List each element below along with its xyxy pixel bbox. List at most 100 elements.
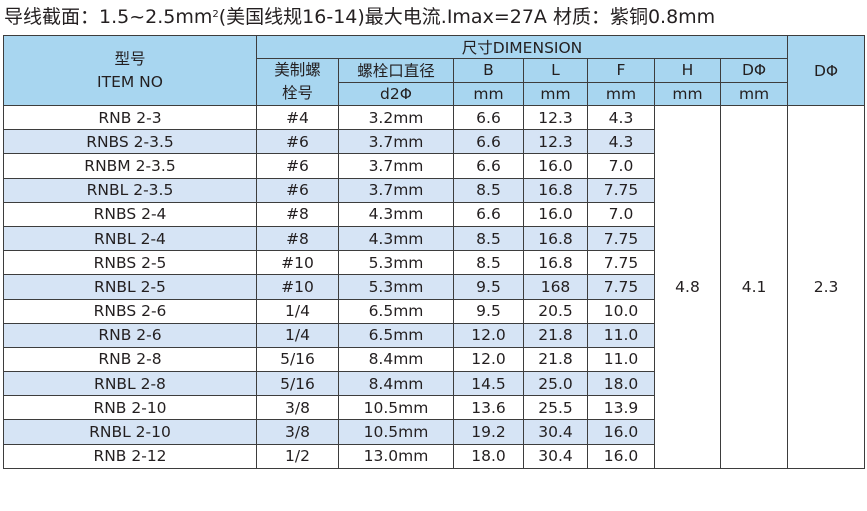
l-cell: 25.5: [523, 395, 588, 421]
b-cell: 6.6: [453, 153, 524, 179]
l-cell: 16.0: [523, 201, 588, 227]
header-l: L: [523, 58, 588, 83]
header-stud-line1: 美制螺: [274, 61, 321, 79]
hole-diameter-cell: 10.5mm: [338, 419, 454, 445]
table-body: RNB 2-3 #4 3.2mm 6.6 12.3 4.3 4.8 4.1 2.3 RNBS 2-…: [3, 104, 866, 469]
hole-diameter-cell: 3.2mm: [338, 104, 454, 131]
header-dimension: 尺寸DIMENSION: [255, 35, 789, 59]
b-cell: 8.5: [453, 250, 524, 276]
l-cell: 12.3: [523, 129, 588, 155]
l-cell: 16.8: [523, 177, 588, 203]
header-h: H: [654, 58, 721, 83]
l-cell: 21.8: [523, 346, 588, 373]
table-row: RNBS 2-6 1/4 6.5mm 9.5 20.5 10.0: [3, 298, 865, 324]
l-cell: 168: [523, 274, 588, 300]
table-row: RNBS 2-5 #10 5.3mm 8.5 16.8 7.75: [3, 250, 865, 276]
l-cell: 16.0: [523, 153, 588, 179]
hole-diameter-cell: 10.5mm: [338, 395, 454, 421]
b-cell: 6.6: [453, 129, 524, 155]
stud-cell: #10: [256, 274, 339, 300]
shared-d-outer-cell: 2.3: [787, 105, 866, 469]
stud-cell: #8: [256, 225, 339, 252]
f-cell: 4.3: [587, 104, 655, 131]
b-cell: 6.6: [453, 104, 524, 131]
table-row: RNBL 2-4 #8 4.3mm 8.5 16.8 7.75: [3, 225, 865, 252]
f-cell: 7.75: [587, 177, 655, 203]
stud-cell: #6: [256, 129, 339, 155]
table-row: RNBL 2-10 3/8 10.5mm 19.2 30.4 16.0: [3, 419, 865, 445]
table-row: RNBL 2-5 #10 5.3mm 9.5 168 7.75: [3, 274, 865, 300]
shared-h-cell: 4.8: [654, 105, 721, 469]
stud-cell: #6: [256, 177, 339, 203]
b-cell: 6.6: [453, 201, 524, 227]
l-cell: 30.4: [523, 443, 588, 469]
table-row: RNBL 2-8 5/16 8.4mm 14.5 25.0 18.0: [3, 371, 865, 397]
header-d: DΦ: [719, 58, 789, 83]
item-cell: RNBL 2-4: [3, 225, 257, 252]
stud-cell: 5/16: [256, 346, 339, 373]
header-l-unit: mm: [523, 81, 588, 106]
f-cell: 10.0: [587, 298, 655, 324]
hole-diameter-cell: 3.7mm: [338, 129, 454, 155]
f-cell: 4.3: [587, 129, 655, 155]
f-cell: 7.0: [587, 153, 655, 179]
table-row: RNBS 2-4 #8 4.3mm 6.6 16.0 7.0: [3, 201, 865, 227]
b-cell: 9.5: [453, 298, 524, 324]
header-h-unit: mm: [654, 81, 721, 106]
header-hole: 螺栓口直径: [338, 58, 454, 83]
header-item-cn: 型号: [114, 49, 146, 68]
l-cell: 30.4: [523, 419, 588, 445]
table-row: RNB 2-8 5/16 8.4mm 12.0 21.8 11.0: [3, 346, 865, 373]
b-cell: 13.6: [453, 395, 524, 421]
header-item-no: 型号 ITEM NO: [3, 35, 257, 106]
hole-diameter-cell: 6.5mm: [338, 322, 454, 348]
f-cell: 13.9: [587, 395, 655, 421]
header-f-unit: mm: [587, 81, 655, 106]
header-f: F: [587, 58, 655, 83]
table-header: 型号 ITEM NO 尺寸DIMENSION DΦ 美制螺 栓号 螺栓口直径 B…: [3, 35, 866, 106]
hole-diameter-cell: 6.5mm: [338, 298, 454, 324]
l-cell: 16.8: [523, 250, 588, 276]
f-cell: 7.75: [587, 225, 655, 252]
f-cell: 16.0: [587, 419, 655, 445]
b-cell: 14.5: [453, 371, 524, 397]
f-cell: 7.75: [587, 250, 655, 276]
l-cell: 21.8: [523, 322, 588, 348]
header-item-en: ITEM NO: [97, 72, 163, 91]
table-row: RNBL 2-3.5 #6 3.7mm 8.5 16.8 7.75: [3, 177, 865, 203]
stud-cell: 1/4: [256, 322, 339, 348]
stud-cell: 1/2: [256, 443, 339, 469]
item-cell: RNBL 2-10: [3, 419, 257, 445]
stud-cell: #6: [256, 153, 339, 179]
stud-cell: #10: [256, 250, 339, 276]
f-cell: 11.0: [587, 346, 655, 373]
table-row: RNBM 2-3.5 #6 3.7mm 6.6 16.0 7.0: [3, 153, 865, 179]
item-cell: RNBS 2-6: [3, 298, 257, 324]
f-cell: 7.75: [587, 274, 655, 300]
f-cell: 18.0: [587, 371, 655, 397]
hole-diameter-cell: 4.3mm: [338, 201, 454, 227]
item-cell: RNB 2-12: [3, 443, 257, 469]
item-cell: RNBM 2-3.5: [3, 153, 257, 179]
item-cell: RNBL 2-8: [3, 371, 257, 397]
table-row: RNB 2-12 1/2 13.0mm 18.0 30.4 16.0: [3, 443, 865, 469]
hole-diameter-cell: 5.3mm: [338, 250, 454, 276]
table-row: RNBS 2-3.5 #6 3.7mm 6.6 12.3 4.3: [3, 129, 865, 155]
header-d-outer: DΦ: [787, 35, 866, 106]
header-hole-unit: d2Φ: [338, 81, 454, 106]
b-cell: 12.0: [453, 322, 524, 348]
stud-cell: #8: [256, 201, 339, 227]
b-cell: 8.5: [453, 225, 524, 252]
stud-cell: #4: [256, 104, 339, 131]
caption-text-part1: 导线截面：1.5~2.5mm: [4, 6, 213, 28]
header-stud: 美制螺 栓号: [256, 58, 339, 106]
f-cell: 7.0: [587, 201, 655, 227]
stud-cell: 1/4: [256, 298, 339, 324]
header-d-unit: mm: [719, 81, 789, 106]
caption-text-part2: (美国线规16-14)最大电流.Imax=27A 材质：紫铜0.8mm: [218, 6, 716, 28]
hole-diameter-cell: 5.3mm: [338, 274, 454, 300]
item-cell: RNB 2-8: [3, 346, 257, 373]
b-cell: 19.2: [453, 419, 524, 445]
item-cell: RNB 2-6: [3, 322, 257, 348]
b-cell: 12.0: [453, 346, 524, 373]
